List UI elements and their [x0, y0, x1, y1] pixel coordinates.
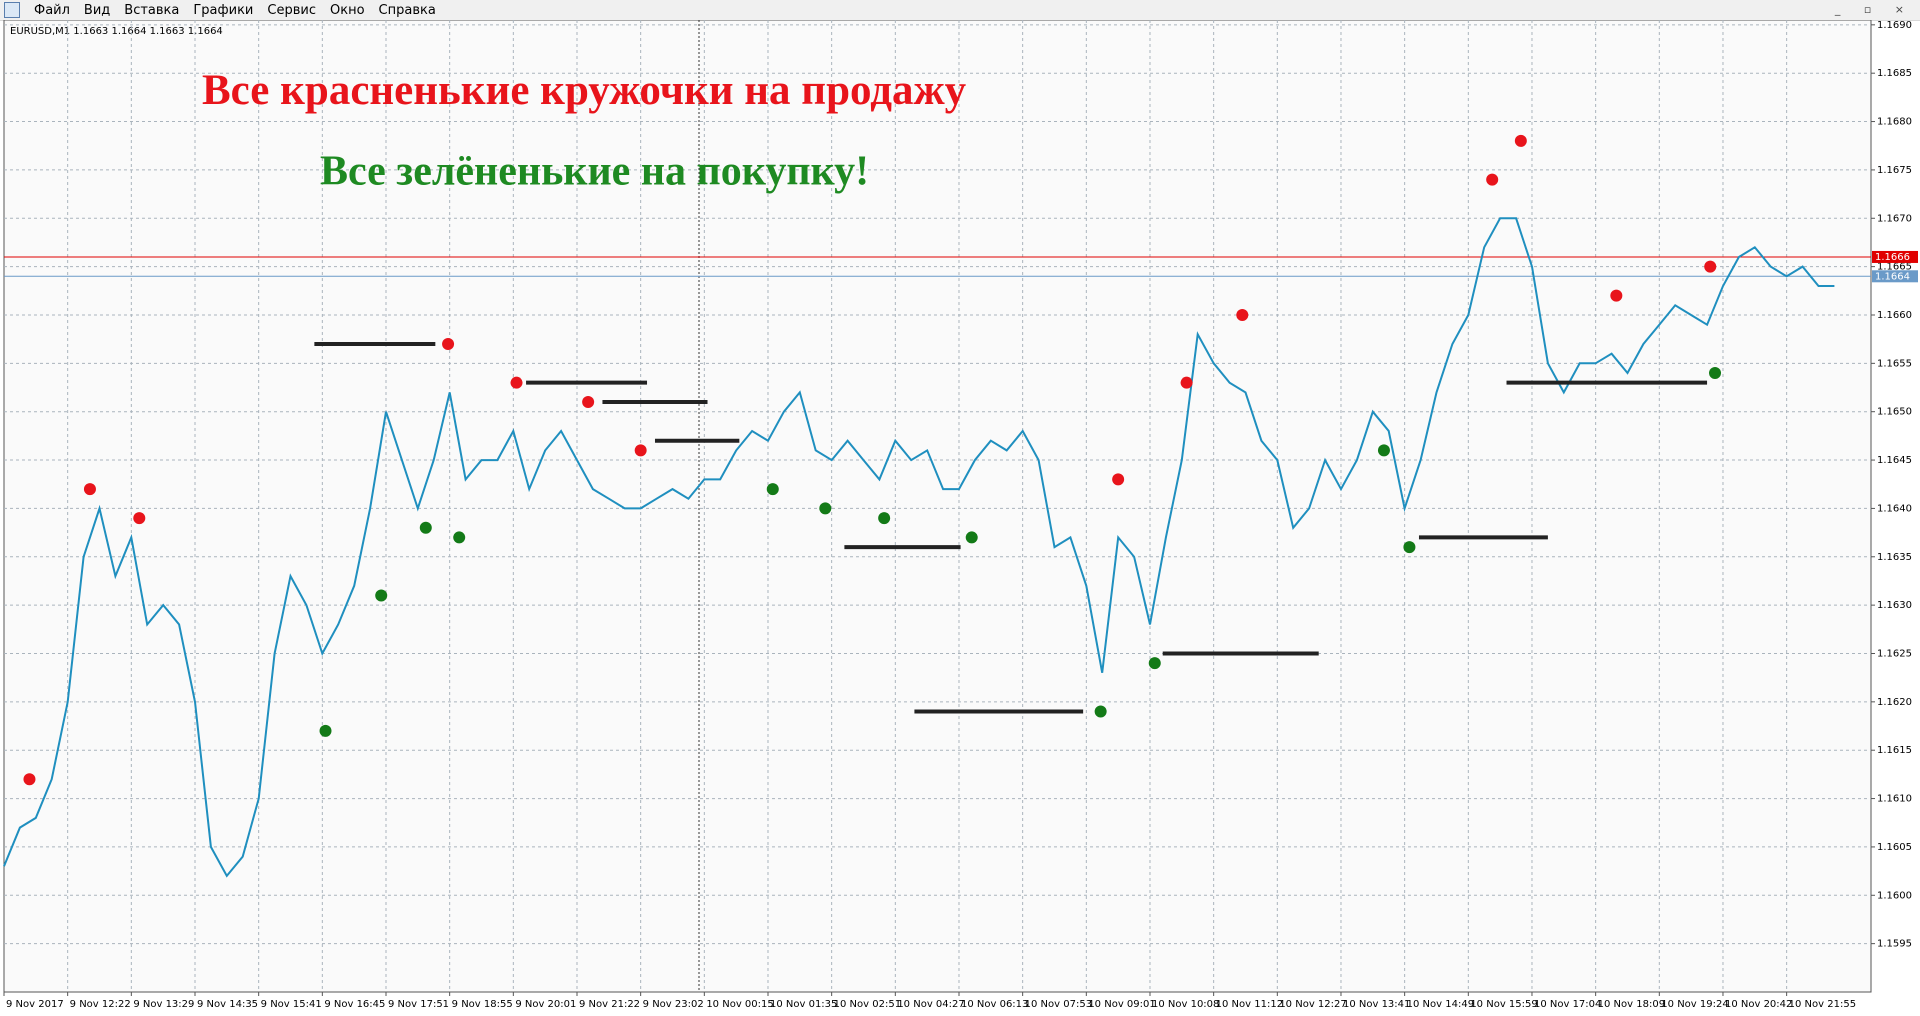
signal-dot [1236, 308, 1249, 321]
signal-dot [766, 483, 779, 496]
signal-dot [1377, 444, 1390, 457]
x-tick-label: 9 Nov 23:02 [643, 999, 704, 1010]
x-tick-label: 9 Nov 20:01 [515, 999, 576, 1010]
x-tick-label: 10 Nov 17:04 [1534, 999, 1601, 1010]
price-label-box [1872, 270, 1918, 283]
price-label: 1.1664 [1875, 271, 1910, 282]
signal-dot [1514, 134, 1527, 147]
x-tick-label: 9 Nov 17:51 [388, 999, 449, 1010]
menu-item[interactable]: Вид [83, 2, 111, 18]
plot-area [3, 20, 1872, 993]
price-label-box [1872, 250, 1918, 263]
signal-dot [23, 773, 36, 786]
signal-dot [319, 724, 332, 737]
x-tick-label: 10 Nov 20:42 [1725, 999, 1792, 1010]
signal-dot [133, 512, 146, 525]
y-tick-label: 1.1615 [1877, 745, 1912, 756]
menu-item[interactable]: Файл [34, 2, 70, 18]
y-tick-label: 1.1605 [1877, 842, 1912, 853]
signal-dot [1112, 473, 1125, 486]
x-tick-label: 10 Nov 01:35 [770, 999, 837, 1010]
menu-item[interactable]: Окно [329, 2, 365, 18]
signal-dot [1094, 705, 1107, 718]
x-tick-label: 10 Nov 07:53 [1025, 999, 1092, 1010]
x-tick-label: 9 Nov 16:45 [324, 999, 385, 1010]
signal-dot [819, 502, 832, 515]
y-tick-label: 1.1680 [1877, 117, 1912, 128]
y-tick-label: 1.1650 [1877, 407, 1912, 418]
window-buttons[interactable]: _ ▫ × [1834, 3, 1914, 16]
menu-item[interactable]: Графики [193, 2, 254, 18]
menu-item[interactable]: Справка [378, 2, 436, 18]
annotation: Все зелёненькие на покупку! [320, 149, 869, 195]
y-tick-label: 1.1640 [1877, 503, 1912, 514]
x-tick-label: 10 Nov 14:49 [1407, 999, 1474, 1010]
x-tick-label: 10 Nov 19:24 [1661, 999, 1728, 1010]
x-tick-label: 10 Nov 21:55 [1789, 999, 1856, 1010]
signal-dot [634, 444, 647, 457]
y-tick-label: 1.1660 [1877, 310, 1912, 321]
x-tick-label: 10 Nov 13:41 [1343, 999, 1410, 1010]
x-tick-label: 9 Nov 15:41 [261, 999, 322, 1010]
y-tick-label: 1.1685 [1877, 68, 1912, 79]
y-tick-label: 1.1645 [1877, 455, 1912, 466]
x-tick-label: 10 Nov 12:27 [1279, 999, 1346, 1010]
y-tick-label: 1.1675 [1877, 165, 1912, 176]
signal-dot [453, 531, 466, 544]
signal-dot [375, 589, 388, 602]
y-tick-label: 1.1630 [1877, 600, 1912, 611]
signal-dot [83, 483, 96, 496]
x-tick-label: 10 Nov 11:12 [1216, 999, 1283, 1010]
y-tick-label: 1.1670 [1877, 213, 1912, 224]
y-tick-label: 1.1610 [1877, 794, 1912, 805]
price-label: 1.1666 [1875, 252, 1910, 263]
x-tick-label: 9 Nov 2017 [6, 999, 64, 1010]
signal-dot [582, 396, 595, 409]
x-tick-label: 10 Nov 02:51 [834, 999, 901, 1010]
x-tick-label: 9 Nov 13:29 [133, 999, 194, 1010]
y-tick-label: 1.1635 [1877, 552, 1912, 563]
app-icon [4, 2, 20, 18]
annotation: Все красненькие кружочки на продажу [202, 67, 967, 114]
y-tick-label: 1.1595 [1877, 939, 1912, 950]
menu-bar: Файл Вид Вставка Графики Сервис Окно Спр… [0, 0, 1920, 21]
y-tick-label: 1.1625 [1877, 648, 1912, 659]
x-tick-label: 10 Nov 10:08 [1152, 999, 1219, 1010]
signal-dot [1180, 376, 1193, 389]
signal-dot [1709, 367, 1722, 380]
x-tick-label: 10 Nov 09:01 [1088, 999, 1155, 1010]
y-tick-label: 1.1600 [1877, 890, 1912, 901]
chart-header: EURUSD,M1 1.1663 1.1664 1.1663 1.1664 [10, 26, 223, 37]
signal-dot [1403, 541, 1416, 554]
signal-dot [1486, 173, 1499, 186]
signal-dot [965, 531, 978, 544]
x-tick-label: 9 Nov 14:35 [197, 999, 258, 1010]
x-tick-label: 9 Nov 18:55 [452, 999, 513, 1010]
chart: EURUSD,M1 1.1663 1.1664 1.1663 1.1664 1.… [3, 20, 1918, 1010]
signal-dot [878, 512, 891, 525]
x-tick-label: 10 Nov 04:27 [897, 999, 964, 1010]
y-tick-label: 1.1690 [1877, 20, 1912, 31]
y-tick-label: 1.1665 [1877, 262, 1912, 273]
signal-dot [442, 338, 455, 350]
signal-dot [1610, 289, 1623, 302]
y-tick-label: 1.1620 [1877, 697, 1912, 708]
x-tick-label: 10 Nov 00:15 [706, 999, 773, 1010]
x-tick-label: 10 Nov 15:59 [1470, 999, 1537, 1010]
signal-dot [1148, 657, 1161, 670]
y-tick-label: 1.1655 [1877, 358, 1912, 369]
signal-dot [510, 376, 523, 389]
menu-item[interactable]: Вставка [124, 2, 180, 18]
x-tick-label: 9 Nov 12:22 [70, 999, 131, 1010]
x-tick-label: 10 Nov 18:09 [1598, 999, 1665, 1010]
menu-item[interactable]: Сервис [267, 2, 316, 18]
x-tick-label: 9 Nov 21:22 [579, 999, 640, 1010]
signal-dot [1704, 260, 1717, 273]
x-tick-label: 10 Nov 06:13 [961, 999, 1028, 1010]
price-line-series [3, 217, 1835, 878]
signal-dot [419, 521, 432, 534]
